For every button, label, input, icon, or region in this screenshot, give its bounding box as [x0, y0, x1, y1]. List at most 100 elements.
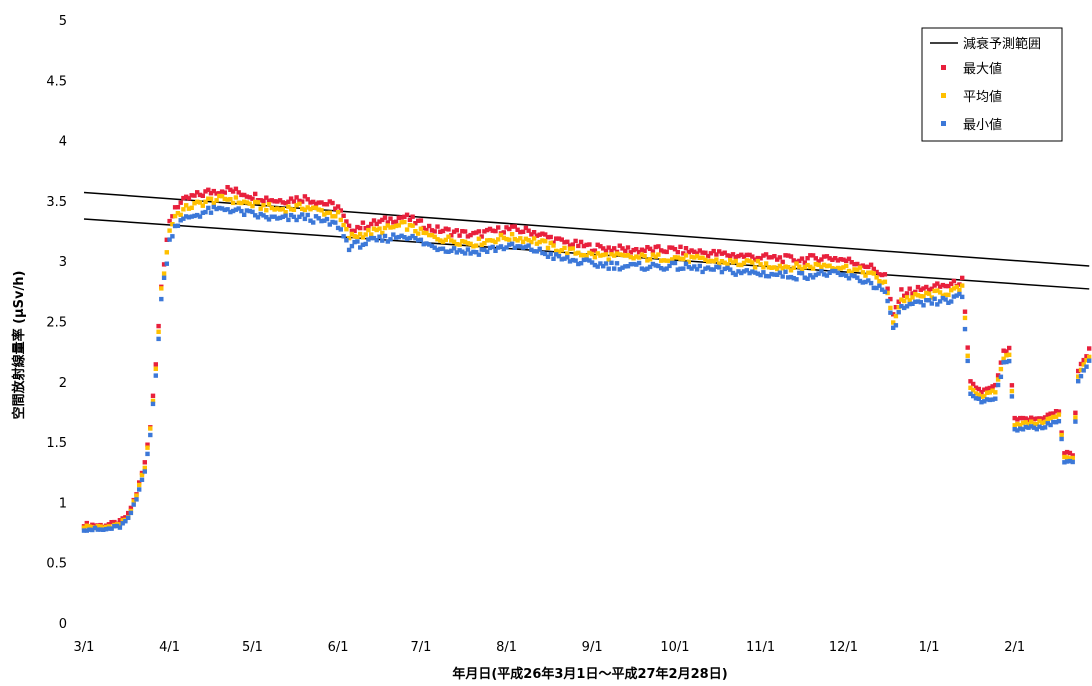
data-point [647, 264, 653, 270]
data-point [775, 266, 780, 272]
data-point [595, 264, 600, 269]
data-point [993, 382, 998, 388]
data-point [835, 265, 841, 271]
data-point [653, 244, 658, 250]
data-point [656, 244, 661, 249]
data-point [921, 303, 926, 308]
data-point [172, 223, 178, 229]
data-point [620, 252, 625, 258]
data-point [302, 194, 308, 199]
data-point [918, 300, 923, 305]
data-point [935, 302, 940, 307]
data-point [766, 265, 772, 270]
data-point [219, 206, 225, 211]
data-point [1015, 428, 1020, 433]
data-point [1087, 358, 1092, 363]
data-point [1048, 422, 1053, 428]
data-point [206, 205, 211, 211]
data-point [1012, 423, 1017, 428]
data-point [777, 263, 783, 269]
data-point [548, 234, 553, 240]
data-point [471, 230, 476, 236]
data-point [962, 309, 968, 314]
data-point [1042, 415, 1048, 420]
data-point [758, 262, 763, 267]
data-point [736, 253, 741, 259]
data-point [333, 220, 338, 225]
x-tick-label: 4/1 [159, 640, 180, 655]
data-point [385, 220, 390, 225]
y-tick-label: 1 [59, 496, 67, 511]
data-point [835, 270, 841, 275]
data-point [899, 297, 904, 302]
data-point [717, 261, 722, 266]
data-point [184, 214, 189, 219]
data-point [438, 238, 443, 243]
data-point [960, 294, 965, 300]
data-point [879, 272, 885, 278]
data-point [474, 230, 479, 235]
data-point [139, 472, 145, 478]
data-point [358, 245, 363, 250]
data-point [217, 193, 222, 199]
legend-label-max: 最大値 [963, 61, 1002, 77]
data-point [424, 241, 429, 246]
data-point [670, 245, 675, 250]
data-point [498, 244, 504, 249]
data-point [236, 200, 241, 205]
data-point [694, 267, 700, 272]
data-point [910, 295, 915, 300]
data-point [728, 253, 733, 259]
data-point [396, 234, 401, 240]
data-point [360, 242, 366, 247]
data-point [772, 272, 777, 277]
data-point [1018, 415, 1023, 421]
data-point [697, 255, 702, 260]
data-point [935, 281, 940, 286]
data-point [871, 285, 876, 291]
data-point [81, 525, 87, 530]
data-point [1015, 421, 1020, 427]
data-point [84, 520, 89, 526]
data-point [156, 336, 161, 342]
data-point [783, 269, 788, 274]
data-point [587, 250, 592, 256]
data-point [697, 263, 702, 269]
data-point [581, 253, 587, 258]
data-point [87, 527, 92, 532]
data-point [280, 200, 285, 205]
data-point [1040, 420, 1045, 426]
data-point [664, 266, 669, 271]
data-point [543, 239, 548, 244]
data-point [277, 215, 283, 221]
data-point [468, 232, 473, 238]
data-point [606, 245, 611, 250]
data-point [1018, 423, 1023, 428]
data-point [529, 232, 534, 237]
data-point [957, 287, 962, 293]
data-point [462, 229, 468, 234]
data-point [443, 226, 448, 231]
data-point [338, 217, 343, 223]
data-point [949, 299, 954, 304]
data-point [1062, 460, 1067, 465]
data-point [993, 396, 998, 401]
data-point [628, 254, 633, 260]
data-point [98, 524, 103, 529]
data-point [416, 238, 421, 243]
data-point [559, 257, 564, 262]
data-point [946, 300, 951, 305]
data-point [432, 245, 437, 250]
data-point [380, 238, 385, 243]
data-point [708, 267, 714, 272]
data-point [565, 255, 570, 260]
data-point [857, 265, 863, 270]
data-point [244, 208, 250, 213]
data-point [200, 193, 205, 198]
data-point [200, 210, 205, 215]
data-point [686, 264, 691, 270]
data-point [824, 273, 830, 278]
data-point [1070, 453, 1075, 458]
data-point [126, 510, 131, 516]
data-point [164, 250, 169, 255]
